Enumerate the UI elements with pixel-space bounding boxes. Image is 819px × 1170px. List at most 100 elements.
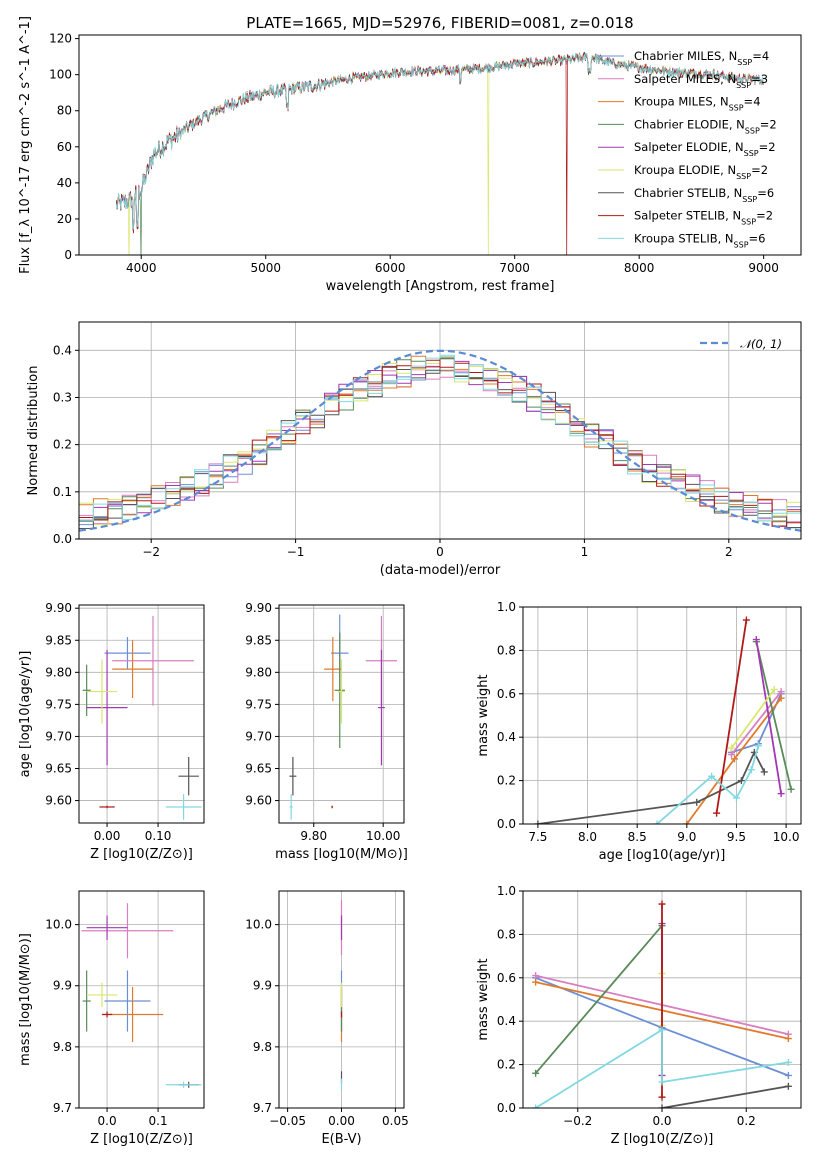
y-tick-label: 9.70	[45, 729, 72, 743]
axes-frame	[522, 606, 802, 825]
y-axis-label: age [log10(age/yr)]	[18, 651, 33, 778]
legend-nssp-sub: SSP	[729, 103, 744, 112]
x-tick-label: −0.2	[563, 1114, 592, 1128]
x-tick-label: 8.0	[578, 830, 597, 844]
y-tick-label: 0.2	[497, 1058, 516, 1072]
y-tick-label: 9.8	[53, 1040, 72, 1054]
legend-nssp-prefix: , N	[713, 95, 729, 109]
x-tick-label: 2	[725, 545, 733, 559]
legend-eq: =	[749, 231, 759, 245]
x-tick-label: 4000	[126, 261, 157, 275]
y-tick-label: 9.60	[245, 794, 272, 808]
x-tick-label: 6000	[375, 261, 406, 275]
y-tick-label: 60	[57, 140, 72, 154]
y-tick-label: 9.90	[245, 601, 272, 615]
histogram-steps	[79, 359, 801, 527]
series-line	[755, 639, 782, 794]
legend-label: Chabrier STELIB, NSSP=6	[634, 186, 774, 204]
legend-label: Salpeter MILES, NSSP=3	[634, 72, 768, 90]
legend-nssp-prefix: , N	[726, 186, 742, 200]
legend-nssp-prefix: , N	[725, 209, 741, 223]
legend-model-name: Chabrier ELODIE	[634, 117, 729, 131]
series-line	[715, 619, 748, 814]
plot-area	[79, 349, 801, 532]
x-tick-label: 0.0	[652, 1114, 671, 1128]
y-tick-label: 9.7	[253, 1101, 272, 1115]
series-line	[755, 641, 792, 790]
y-tick-label: 0.6	[497, 971, 516, 985]
legend-nssp-sub: SSP	[736, 80, 751, 89]
y-tick-label: 0.1	[53, 485, 72, 499]
figure-title: PLATE=1665, MJD=52976, FIBERID=0081, z=0…	[246, 14, 633, 32]
legend-eq: =	[760, 117, 770, 131]
x-tick-label: 1	[581, 545, 589, 559]
legend-label: Kroupa MILES, NSSP=4	[634, 95, 761, 113]
legend-nssp-sub: SSP	[742, 194, 757, 203]
legend-label: Salpeter ELODIE, NSSP=2	[634, 140, 776, 158]
y-axis-label: Flux [f_λ 10^-17 erg cm^-2 s^-1 A^-1]	[18, 16, 33, 274]
y-tick-label: 0.4	[497, 730, 516, 744]
plot-area	[534, 616, 795, 824]
x-axis-label: age [log10(age/yr)]	[599, 848, 726, 863]
plot-area	[81, 903, 202, 1088]
plot-area	[115, 51, 764, 255]
panel-mass-vs-EBV: −0.05 0.00 0.05 9.7 9.8 9.9 10.0 E(B-V)	[245, 890, 409, 1147]
series-line	[535, 1028, 789, 1108]
legend-nssp-value: 2	[761, 163, 768, 177]
y-tick-label: 0.0	[497, 1101, 516, 1115]
plot-area	[289, 614, 398, 820]
legend-nssp-value: 3	[761, 72, 768, 86]
legend-nssp-value: 2	[769, 117, 776, 131]
y-tick-label: 9.65	[245, 762, 272, 776]
plot-area	[82, 615, 202, 820]
series-line	[730, 691, 782, 756]
panel-age-vs-mass: 9.80 10.00 9.60 9.65 9.70 9.75 9.80 9.85 9.90 mas…	[245, 601, 408, 862]
legend-nssp-sub: SSP	[734, 240, 749, 249]
y-tick-label: 0.2	[497, 774, 516, 788]
y-tick-label: 0.6	[497, 687, 516, 701]
legend-nssp-prefix: , N	[720, 72, 736, 86]
x-tick-label: 0.00	[94, 829, 121, 843]
y-tick-label: 0.4	[497, 1014, 516, 1028]
legend-label: 𝒩(0, 1)	[740, 337, 782, 351]
legend-nssp-prefix: , N	[728, 140, 744, 154]
axes-frame	[78, 34, 802, 256]
axes-frame	[78, 890, 205, 1109]
x-tick-label: 10.0	[773, 830, 800, 844]
legend-nssp-sub: SSP	[745, 126, 760, 135]
axes-frame	[78, 604, 205, 824]
legend-nssp-value: 4	[762, 49, 769, 63]
x-axis-label: wavelength [Angstrom, rest frame]	[326, 279, 555, 294]
legend-eq: =	[756, 209, 766, 223]
x-tick-label: −1	[287, 545, 305, 559]
y-tick-label: 20	[57, 212, 72, 226]
series-line	[661, 1085, 789, 1108]
x-tick-label: 0.0	[98, 1114, 117, 1128]
histogram-steps	[79, 354, 801, 522]
y-tick-label: 9.65	[45, 762, 72, 776]
y-tick-label: 9.80	[245, 665, 272, 679]
y-tick-label: 9.90	[45, 601, 72, 615]
spectrum-line	[115, 52, 764, 230]
legend-eq: =	[751, 72, 761, 86]
legend-nssp-value: 2	[768, 140, 775, 154]
y-tick-label: 9.85	[245, 633, 272, 647]
x-tick-label: 5000	[250, 261, 281, 275]
y-tick-label: 9.60	[45, 794, 72, 808]
x-tick-label: −0.05	[269, 1114, 306, 1128]
legend-nssp-value: 6	[767, 186, 774, 200]
y-tick-label: 0.8	[497, 927, 516, 941]
series-line	[656, 745, 760, 824]
x-tick-label: 9.80	[300, 829, 327, 843]
legend-model-name: Salpeter MILES	[634, 72, 720, 86]
panel-weight-vs-age: 7.5 8.0 8.5 9.0 9.5 10.0 0.0 0.2 0.4 0.6 0.8 1.0 age…	[476, 600, 802, 863]
y-tick-label: 1.0	[497, 600, 516, 614]
legend-nssp-prefix: , N	[718, 231, 734, 245]
y-axis-label: mass weight	[476, 674, 491, 756]
legend-eq: =	[751, 163, 761, 177]
y-tick-label: 40	[57, 176, 72, 190]
legend-model-name: Kroupa MILES	[634, 95, 713, 109]
